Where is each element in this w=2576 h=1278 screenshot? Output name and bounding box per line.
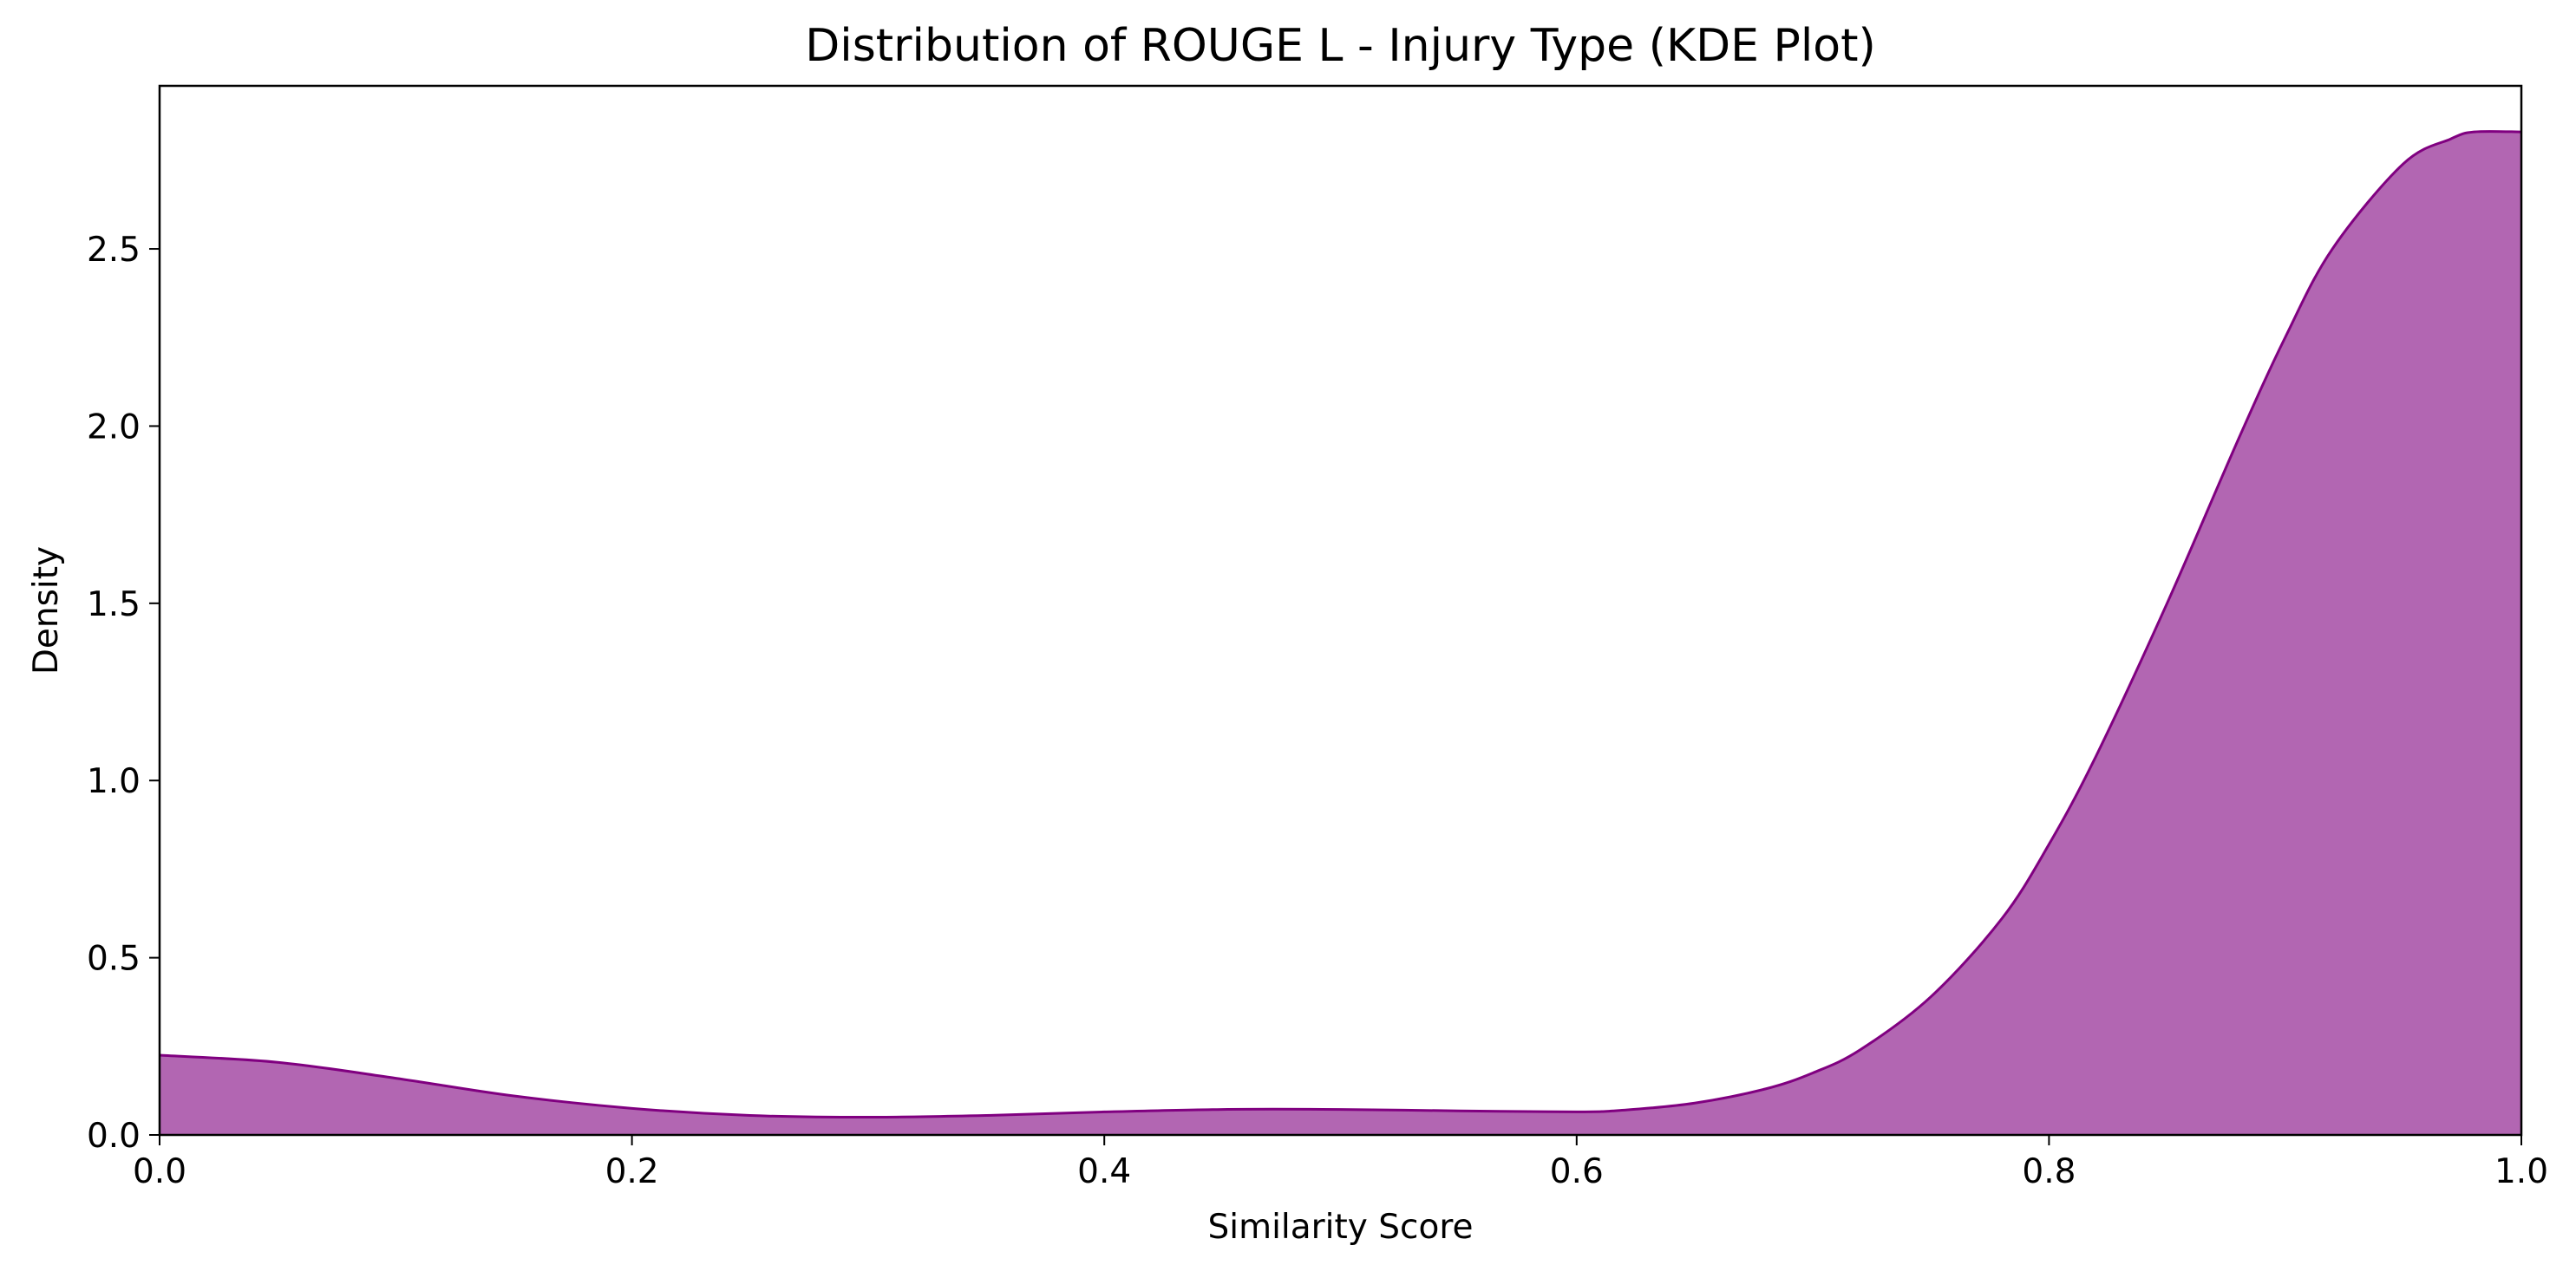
y-tick-label: 0.0 [87, 1117, 141, 1156]
x-tick-label: 1.0 [2494, 1152, 2548, 1191]
y-axis-label: Density [27, 546, 66, 675]
plot-layer [159, 130, 2522, 1136]
x-axis-label: Similarity Score [1207, 1208, 1473, 1247]
y-tick-label: 1.5 [87, 585, 141, 624]
x-tick-label: 0.2 [605, 1152, 659, 1191]
kde-area-fill [160, 131, 2521, 1136]
y-tick-label: 1.0 [87, 762, 141, 801]
y-tick-label: 0.5 [87, 940, 141, 979]
x-axis-ticks: 0.0 0.2 0.4 0.6 0.8 1.0 [133, 1135, 2548, 1191]
chart-title: Distribution of ROUGE L - Injury Type (K… [805, 20, 1876, 72]
x-tick-label: 0.0 [133, 1152, 186, 1191]
y-tick-label: 2.0 [87, 408, 141, 447]
x-tick-label: 0.6 [1550, 1152, 1604, 1191]
y-tick-label: 2.5 [87, 231, 141, 270]
kde-curve-line [159, 130, 2522, 1119]
x-tick-label: 0.4 [1077, 1152, 1131, 1191]
y-axis-ticks: 0.0 0.5 1.0 1.5 2.0 2.5 [87, 231, 160, 1156]
x-tick-label: 0.8 [2022, 1152, 2076, 1191]
axes-frame [158, 84, 2523, 1137]
